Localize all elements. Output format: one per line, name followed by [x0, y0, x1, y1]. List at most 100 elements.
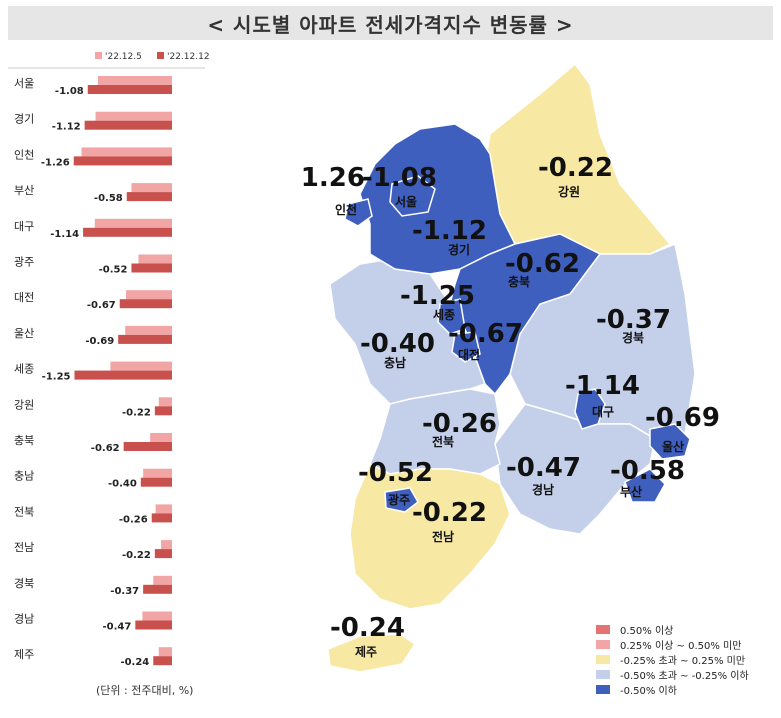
bar-row: 인천 -1.26	[14, 147, 172, 168]
bar-prev	[125, 290, 172, 300]
legend-label: '22.12.5	[105, 52, 142, 62]
region-name: 전북	[432, 434, 454, 449]
bar-prev	[97, 76, 172, 85]
region-name: 광주	[388, 492, 410, 507]
region-name: 대구	[592, 405, 614, 419]
region-value: -0.67	[448, 319, 523, 349]
bar-row: 경기 -1.12	[14, 111, 172, 133]
legend-item: 0.25% 이상 ~ 0.50% 미만	[596, 637, 749, 652]
bar-curr	[154, 549, 172, 559]
bar-curr	[87, 85, 172, 94]
region-shape	[384, 487, 419, 513]
bar-prev	[158, 647, 172, 657]
bar-prev	[138, 254, 172, 264]
legend-swatch	[596, 625, 610, 634]
bar-prev	[142, 611, 172, 621]
bar-curr	[74, 370, 172, 380]
bar-prev	[131, 183, 172, 193]
category-label: 울산	[14, 327, 34, 340]
data-label: -0.22	[122, 550, 151, 561]
data-label: -0.22	[122, 407, 151, 418]
region-name: 전남	[432, 529, 454, 544]
region-shape	[344, 198, 373, 227]
category-label: 경기	[14, 113, 34, 126]
bar-row: 경북 -0.37	[14, 575, 172, 597]
bar-prev	[155, 504, 172, 514]
region-name: 대전	[458, 347, 480, 362]
region-value: -0.62	[505, 249, 580, 279]
region-name: 부산	[620, 484, 642, 499]
region-shape	[359, 123, 517, 275]
region-shape	[649, 423, 691, 460]
category-label: 경북	[14, 577, 34, 590]
data-label: -1.08	[55, 86, 84, 97]
bar-prev	[161, 540, 172, 550]
region-name: 충남	[384, 355, 406, 370]
bar-row: 광주 -0.52	[14, 254, 172, 276]
bar-row: 전북 -0.26	[14, 504, 172, 525]
legend-swatch	[596, 670, 610, 679]
region-shape	[574, 388, 606, 430]
category-label: 대구	[14, 220, 34, 233]
bar-prev	[110, 361, 172, 371]
data-label: -0.58	[94, 193, 123, 204]
category-label: 전북	[14, 505, 34, 518]
region-name: 경기	[448, 242, 470, 257]
region-name: 충북	[508, 274, 530, 289]
bar-curr	[131, 263, 172, 273]
region-name: 세종	[433, 307, 455, 322]
region-name: 경북	[622, 331, 644, 345]
bar-prev	[94, 218, 172, 228]
bar-row: 전남 -0.22	[14, 540, 172, 561]
region-value: -1.25	[400, 281, 475, 311]
region-shape	[451, 331, 481, 363]
legend-label: '22.12.12	[167, 52, 210, 62]
region-shapes	[327, 62, 696, 673]
bar-row: 충남 -0.40	[14, 468, 172, 490]
legend-swatch	[157, 52, 164, 59]
data-label: -1.14	[50, 229, 79, 240]
legend-label: 0.50% 이상	[620, 626, 674, 637]
bar-curr	[151, 513, 172, 523]
region-name: 인천	[335, 202, 357, 217]
bar-row: 부산 -0.58	[14, 183, 172, 204]
bar-prev	[150, 433, 172, 442]
category-label: 부산	[14, 184, 34, 197]
legend-item: -0.25% 초과 ~ 0.25% 미만	[596, 652, 749, 667]
region-value: -1.12	[412, 216, 487, 246]
bar-curr	[143, 584, 172, 594]
region-name: 제주	[355, 645, 377, 659]
data-label: -0.52	[99, 265, 128, 276]
region-shape	[389, 175, 436, 217]
region-shape	[327, 633, 417, 673]
bar-curr	[140, 477, 172, 487]
region-value: -0.58	[610, 456, 685, 486]
category-label: 인천	[14, 147, 34, 161]
bar-curr	[84, 120, 172, 130]
category-label: 강원	[14, 398, 34, 411]
bar-row: 대구 -1.14	[14, 218, 172, 240]
bar-row: 울산 -0.69	[14, 325, 172, 347]
region-name: 경남	[532, 482, 554, 497]
bar-curr	[123, 442, 172, 451]
data-label: -1.26	[41, 157, 70, 168]
region-value: -0.69	[645, 403, 720, 433]
region-name: 강원	[558, 185, 580, 199]
bar-curr	[154, 406, 172, 416]
bar-row: 충북 -0.62	[14, 433, 172, 454]
region-value: -1.14	[565, 371, 640, 401]
category-label: 세종	[14, 363, 34, 376]
legend-item: 0.50% 이상	[596, 622, 749, 637]
region-shape	[437, 298, 466, 335]
region-value: -0.24	[330, 613, 405, 643]
legend-swatch	[596, 685, 610, 694]
category-label: 광주	[14, 256, 34, 269]
region-value: -0.40	[360, 329, 435, 359]
region-shape	[624, 468, 666, 503]
legend-item: -0.50% 이하	[596, 682, 749, 697]
region-value: -0.37	[596, 305, 671, 335]
bar-curr	[153, 656, 172, 666]
unit-note: (단위 : 전주대비, %)	[96, 684, 194, 697]
bar-row: 대전 -0.67	[14, 290, 172, 311]
